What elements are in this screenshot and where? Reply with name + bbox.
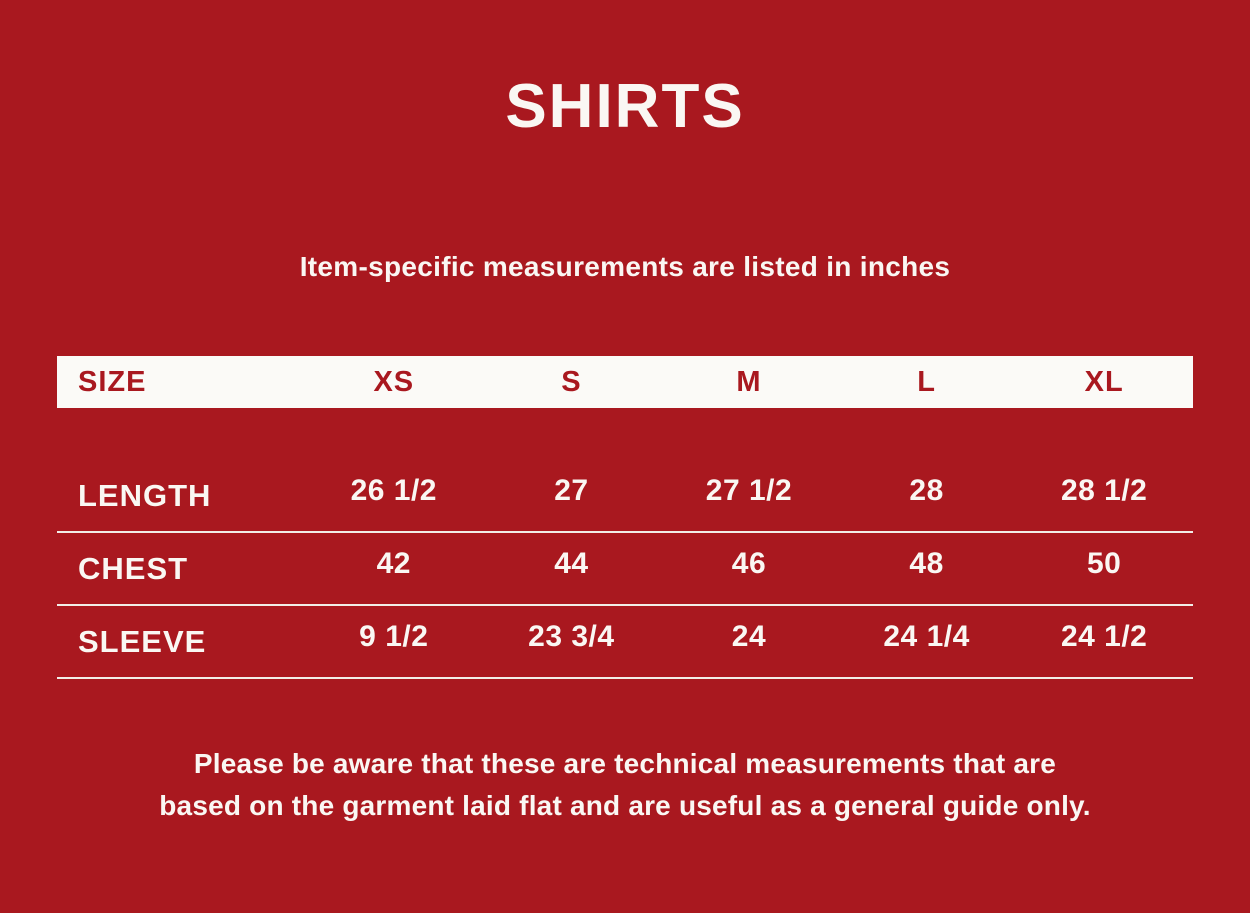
length-value-xs: 26 1/2 bbox=[350, 473, 437, 507]
column-header-l: L bbox=[917, 365, 936, 398]
sleeve-value-s: 23 3/4 bbox=[528, 619, 615, 653]
sleeve-value-xs: 9 1/2 bbox=[359, 619, 429, 653]
chest-value-xs: 42 bbox=[376, 546, 411, 580]
chest-value-m: 46 bbox=[731, 546, 767, 580]
disclaimer-text: Please be aware that these are technical… bbox=[65, 743, 1185, 827]
size-chart-table: SIZE XS S M L XL LENGTH 26 1/2 27 27 1/2… bbox=[57, 356, 1193, 679]
column-header-m: M bbox=[736, 365, 762, 398]
measurement-units-note: Item-specific measurements are listed in… bbox=[299, 251, 951, 282]
page-title: SHIRTS bbox=[505, 72, 745, 141]
size-chart-header-row: SIZE XS S M L XL bbox=[57, 356, 1193, 408]
length-value-s: 27 bbox=[554, 473, 589, 507]
column-header-xs: XS bbox=[373, 365, 415, 398]
disclaimer-line: Please be aware that these are technical… bbox=[193, 748, 1057, 779]
table-row-sleeve: SLEEVE 9 1/2 23 3/4 24 24 1/4 24 1/2 bbox=[57, 606, 1193, 679]
shirts-size-guide: SHIRTS Item-specific measurements are li… bbox=[57, 72, 1193, 827]
column-header-xl: XL bbox=[1084, 365, 1124, 398]
column-header-size: SIZE bbox=[78, 365, 147, 398]
chest-value-s: 44 bbox=[554, 546, 589, 580]
size-chart-body: LENGTH 26 1/2 27 27 1/2 28 28 1/2 CHEST … bbox=[57, 408, 1193, 679]
sleeve-value-xl: 24 1/2 bbox=[1060, 619, 1148, 653]
length-value-l: 28 bbox=[909, 473, 944, 507]
length-value-m: 27 1/2 bbox=[705, 473, 793, 507]
disclaimer-line: based on the garment laid flat and are u… bbox=[159, 790, 1091, 821]
table-row-chest: CHEST 42 44 46 48 50 bbox=[57, 533, 1193, 606]
row-label-length: LENGTH bbox=[78, 477, 212, 513]
chest-value-xl: 50 bbox=[1086, 546, 1122, 580]
row-label-chest: CHEST bbox=[78, 550, 189, 586]
chest-value-l: 48 bbox=[909, 546, 944, 580]
length-value-xl: 28 1/2 bbox=[1060, 473, 1148, 507]
row-label-sleeve: SLEEVE bbox=[78, 623, 207, 659]
sleeve-value-l: 24 1/4 bbox=[883, 619, 970, 653]
column-header-s: S bbox=[561, 365, 582, 398]
sleeve-value-m: 24 bbox=[731, 619, 767, 653]
table-row-length: LENGTH 26 1/2 27 27 1/2 28 28 1/2 bbox=[57, 460, 1193, 533]
